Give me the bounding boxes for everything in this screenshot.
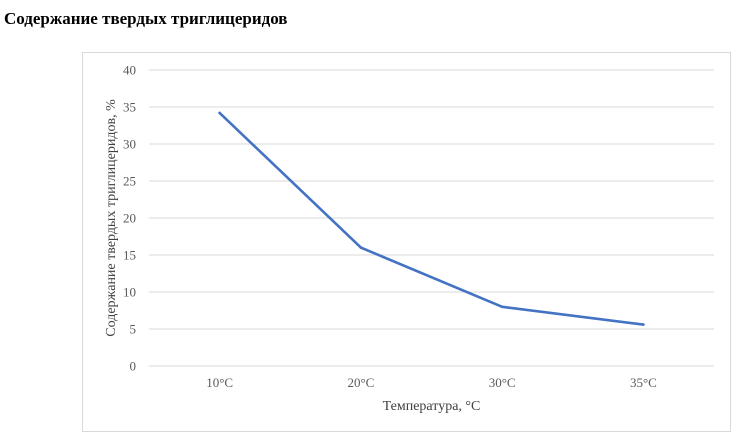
- y-tick-label: 15: [123, 248, 136, 263]
- y-tick-label: 20: [123, 211, 136, 226]
- x-tick-label: 30°С: [489, 375, 516, 390]
- data-point: [500, 305, 504, 309]
- gridlines: [149, 69, 714, 367]
- x-tick-label: 10°С: [206, 375, 233, 390]
- line-chart: 0 5 10 15 20 25 30 35 40 10°С 20°С 30°С 35°С Темпер…: [104, 63, 714, 414]
- page-title: Содержание твердых триглицеридов: [4, 9, 288, 28]
- y-tick-label: 0: [130, 359, 137, 374]
- chart-area: 0 5 10 15 20 25 30 35 40 10°С 20°С 30°С 35°С Темпер…: [82, 52, 731, 432]
- y-axis-title: Содержание твердых триглицеридов, %: [104, 99, 119, 337]
- y-tick-label: 25: [123, 174, 136, 189]
- x-axis-title: Температура, °С: [383, 399, 481, 414]
- data-point: [642, 323, 645, 326]
- y-axis-ticks: 0 5 10 15 20 25 30 35 40: [123, 63, 136, 374]
- y-tick-label: 35: [123, 100, 136, 115]
- y-tick-label: 5: [130, 322, 137, 337]
- series-layer: [218, 111, 645, 326]
- x-tick-label: 35°С: [630, 375, 657, 390]
- data-point: [359, 246, 363, 249]
- x-axis-ticks: 10°С 20°С 30°С 35°С: [206, 375, 657, 390]
- series-line-0: [218, 111, 645, 326]
- y-tick-label: 30: [123, 137, 136, 152]
- y-tick-label: 10: [123, 285, 136, 300]
- y-tick-label: 40: [123, 63, 136, 78]
- data-point: [218, 111, 221, 115]
- x-tick-label: 20°С: [347, 375, 374, 390]
